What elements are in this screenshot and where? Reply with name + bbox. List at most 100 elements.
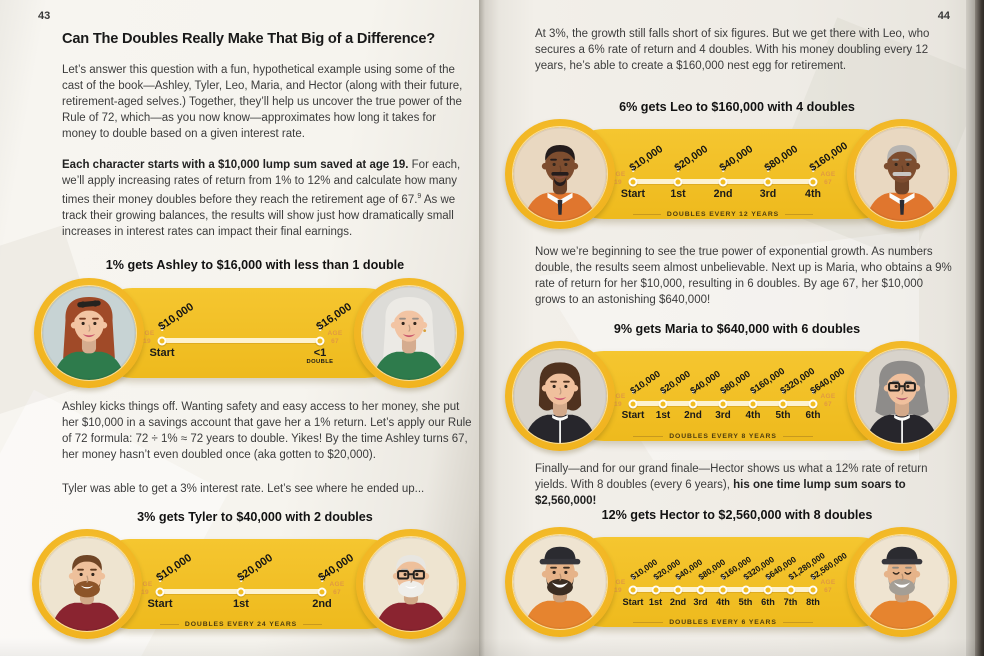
amount-label: $10,000	[154, 551, 194, 584]
caption-rule	[782, 436, 814, 437]
page-bottom-shade	[0, 638, 479, 656]
doubles-caption: DOUBLES EVERY 8 YEARS	[633, 433, 814, 440]
double-count-label: 3rd	[759, 188, 777, 200]
caption-rule	[785, 214, 813, 215]
timeline-tick	[782, 389, 784, 394]
avatar-ashley-young	[34, 278, 144, 388]
caption-rule	[633, 214, 661, 215]
double-banner-ashley: $10,000 Start $16,000 <1 DOUBLE AGE 19 AGE 67	[34, 277, 464, 389]
avatar-ashley-old	[354, 278, 464, 388]
double-count-label: Start	[147, 598, 173, 610]
timeline-tick	[744, 575, 747, 580]
timeline-tick	[632, 167, 634, 172]
timeline-node	[673, 177, 683, 186]
double-count-label: 1st	[655, 410, 671, 421]
timeline-node	[808, 399, 818, 408]
timeline-tick	[632, 389, 634, 394]
double-count-label: 1st	[233, 598, 249, 610]
timeline-tick	[632, 575, 634, 580]
avatar-tyler-old	[356, 529, 466, 639]
doubles-caption: DOUBLES EVERY 6 YEARS	[633, 619, 814, 626]
timeline-node	[696, 585, 705, 594]
timeline-tick	[159, 577, 161, 582]
page-title: Can The Doubles Really Make That Big of …	[62, 31, 435, 47]
setup-bold-lead: Each character starts with a $10,000 lum…	[62, 159, 409, 171]
double-count-label: 3rd	[693, 597, 708, 607]
timeline: $10,000 Start $20,000 1st $40,000 2nd $80,000 3…	[622, 340, 847, 452]
avatar-maria-old	[847, 341, 957, 451]
timeline-tick	[812, 389, 814, 394]
paragraph-leo: At 3%, the growth still falls short of s…	[535, 28, 930, 72]
double-banner-leo: $10,000 Start $20,000 1st $40,000 2nd $80,000 3…	[505, 118, 957, 230]
timeline-tick	[699, 575, 702, 580]
timeline-node	[155, 587, 165, 596]
double-count-label: 5th	[775, 410, 791, 421]
hector-text: Finally—and for our grand finale—Hector …	[535, 463, 928, 491]
paragraph-maria: Now we’re beginning to see the true powe…	[535, 246, 952, 306]
double-count-label: Start	[622, 597, 644, 607]
banner-band	[559, 537, 903, 627]
caption-rule	[160, 624, 179, 625]
timeline-node	[628, 399, 638, 408]
amount-label: $10,000	[156, 300, 196, 333]
double-count-label: 2nd	[713, 188, 733, 200]
timeline-tick	[319, 326, 321, 331]
amount-label: $80,000	[717, 367, 753, 396]
age-end-label: AGE 67	[329, 581, 345, 596]
double-count-label: 4th	[805, 188, 821, 200]
timeline-tick	[789, 575, 792, 580]
timeline-tick	[677, 167, 679, 172]
age-start-label: AGE 19	[610, 171, 626, 186]
double-count-label: Start	[621, 410, 645, 421]
timeline-tick	[812, 167, 814, 172]
timeline-node	[778, 399, 788, 408]
heading-leo: 6% gets Leo to $160,000 with 4 doubles	[619, 100, 855, 114]
avatar-hector-old	[847, 527, 957, 637]
double-count-label: 8th	[806, 597, 820, 607]
double-count-label: 4th	[716, 597, 730, 607]
timeline: $10,000 Start $20,000 1st $40,000 2nd DOUBLES …	[147, 528, 355, 640]
setup-text: For each, we’ll apply increasing rates o…	[62, 159, 461, 206]
amount-label: $20,000	[657, 367, 693, 396]
book-cover-edge	[975, 0, 984, 656]
timeline-tick	[161, 326, 163, 331]
avatar-leo-old	[847, 119, 957, 229]
page-number-left: 43	[38, 10, 51, 22]
caption-rule	[633, 436, 664, 437]
timeline-node	[808, 177, 818, 186]
timeline-node	[315, 336, 325, 345]
paragraph-intro: Let’s answer this question with a fun, h…	[62, 64, 463, 140]
avatar-leo-young	[505, 119, 615, 229]
timeline-tick	[767, 167, 769, 172]
paragraph-setup: Each character starts with a $10,000 lum…	[62, 157, 474, 240]
timeline-tick	[752, 389, 754, 394]
timeline-node	[763, 585, 773, 594]
timeline-tick	[767, 575, 769, 580]
timeline-line	[160, 338, 322, 343]
avatar-tyler-young	[32, 529, 142, 639]
amount-label: $10,000	[627, 367, 663, 396]
heading-maria: 9% gets Maria to $640,000 with 6 doubles	[613, 322, 861, 336]
double-banner-tyler: $10,000 Start $20,000 1st $40,000 2nd DOUBLES …	[32, 528, 466, 640]
double-count-label: 2nd	[669, 597, 687, 607]
timeline-tick	[662, 389, 664, 394]
caption-rule	[782, 622, 814, 623]
avatar-maria-young	[505, 341, 615, 451]
doubles-caption: DOUBLES EVERY 12 YEARS	[633, 211, 813, 218]
timeline-node	[236, 587, 246, 596]
timeline-node	[651, 585, 660, 594]
timeline-tick	[677, 575, 679, 580]
setup-text-2: As we track their growing balances, the …	[62, 193, 456, 238]
double-count-label: 7th	[783, 597, 798, 607]
age-end-label: AGE 67	[327, 330, 343, 345]
heading-ashley: 1% gets Ashley to $16,000 with less than…	[105, 258, 405, 272]
timeline-node	[718, 399, 728, 408]
timeline-tick	[654, 575, 657, 580]
age-start-label: AGE 19	[610, 393, 626, 408]
paragraph-tyler-intro: Tyler was able to get a 3% interest rate…	[62, 483, 425, 495]
double-count-label: 6th	[761, 597, 775, 607]
timeline-tick	[722, 389, 724, 394]
amount-label: $20,000	[672, 143, 711, 174]
page-44: 44 At 3%, the growth still falls short o…	[479, 0, 984, 656]
